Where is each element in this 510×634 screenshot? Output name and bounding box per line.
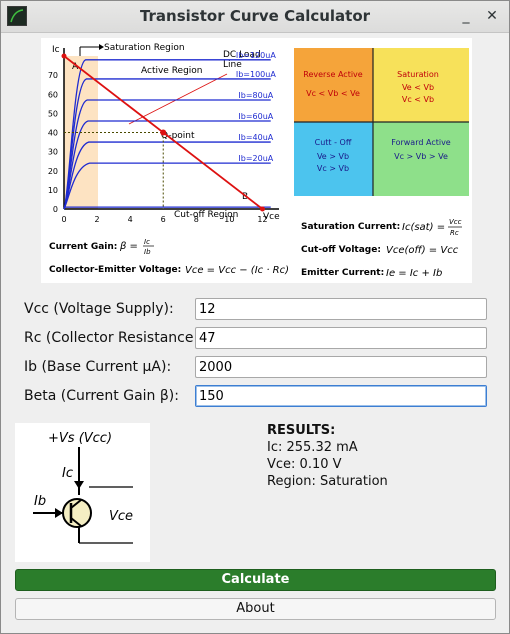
vs-label: +Vs (Vcc) — [48, 431, 112, 446]
beta-label: Beta (Current Gain β): — [24, 388, 179, 404]
ib-curve — [63, 162, 271, 210]
x-tick-label: 12 — [257, 215, 267, 224]
ib-curve-label: Ib=100uA — [236, 70, 276, 79]
cutoff-region-label: Cut-off Region — [174, 210, 238, 220]
ib-curve-label: Ib=80uA — [238, 91, 273, 100]
y-axis-label: Ic — [52, 45, 60, 55]
result-ic: Ic: 255.32 mA — [267, 440, 358, 455]
point-b-label: B — [242, 192, 248, 202]
q-point-label: Q-point — [161, 131, 195, 141]
vce-formula-label: Collector-Emitter Voltage: — [49, 265, 181, 275]
saturation-region-label: Saturation Region — [104, 43, 185, 53]
ib-curves: Ib=120uA Ib=100uA Ib=80uA Ib=60uA Ib=40uA Ib=… — [63, 51, 276, 210]
y-tick-label: 10 — [48, 186, 58, 195]
current-gain-den: Ib — [144, 248, 151, 256]
rc-input[interactable] — [195, 327, 487, 349]
ib-curve-label: Ib=40uA — [238, 133, 273, 142]
about-button[interactable]: About — [15, 598, 496, 620]
results-heading: RESULTS: — [267, 423, 336, 438]
cutoff-cond-1: Ve > Vb — [317, 152, 349, 161]
ib-curve-label: Ib=120uA — [236, 51, 276, 60]
ib-label: Ib (Base Current μA): — [24, 359, 172, 375]
vcc-label: Vcc (Voltage Supply): — [24, 301, 174, 317]
saturation-cond-2: Vc < Vb — [402, 95, 434, 104]
current-gain-num: Ic — [144, 238, 150, 246]
quadrant-reverse-active — [294, 48, 373, 122]
reverse-active-title: Reverse Active — [303, 70, 363, 79]
close-icon[interactable]: ✕ — [486, 8, 498, 24]
ib-input[interactable] — [195, 356, 487, 378]
calculate-button[interactable]: Calculate — [15, 569, 496, 591]
x-tick-label: 8 — [194, 215, 199, 224]
beta-input[interactable] — [195, 385, 487, 407]
transistor-circuit-diagram: +Vs (Vcc) Ic Ib Vce — [15, 423, 150, 562]
active-region-label: Active Region — [141, 66, 203, 76]
cutoff-voltage-expr: Vce(off) = Vcc — [386, 245, 459, 256]
saturation-current-den: Rc — [450, 229, 459, 237]
point-a-marker — [61, 53, 67, 59]
rc-label: Rc (Collector Resistance Ω): — [24, 330, 219, 346]
ib-label-circuit: Ib — [34, 494, 46, 509]
vcc-input[interactable] — [195, 298, 487, 320]
cutoff-title: Cutt - Off — [315, 138, 352, 147]
ib-curve-label: Ib=60uA — [238, 112, 273, 121]
saturation-current-label: Saturation Current: — [301, 222, 400, 232]
app-icon — [7, 6, 27, 26]
emitter-current-expr: Ie = Ic + Ib — [386, 268, 442, 279]
load-line-group — [61, 53, 265, 212]
y-tick-label: 60 — [48, 90, 58, 99]
ic-label: Ic — [62, 466, 73, 481]
quadrant-forward-active — [373, 122, 469, 196]
cutoff-cond-2: Vc > Vb — [317, 164, 349, 173]
window-title: Transistor Curve Calculator — [139, 7, 371, 25]
quadrant-cutoff — [294, 122, 373, 196]
reverse-active-cond: Vc < Vb < Ve — [306, 89, 360, 98]
vce-label-circuit: Vce — [109, 509, 133, 524]
saturation-current-num: Vcc — [449, 218, 462, 226]
y-tick-label: 40 — [48, 129, 58, 138]
result-vce: Vce: 0.10 V — [267, 457, 342, 472]
current-gain-lhs: β = — [119, 241, 138, 252]
y-tick-label: 70 — [48, 71, 58, 80]
dc-load-line-label-2: Line — [223, 60, 242, 70]
result-region: Region: Saturation — [267, 474, 388, 489]
x-tick-label: 6 — [161, 215, 166, 224]
current-gain-label: Current Gain: — [49, 242, 117, 252]
forward-active-title: Forward Active — [391, 138, 451, 147]
y-tick-label: 30 — [48, 148, 58, 157]
vce-formula-expr: Vce = Vcc − (Ic · Rc) — [185, 265, 289, 276]
saturation-cond-1: Ve < Vb — [402, 83, 434, 92]
dc-load-line-label: DC Load Line — [223, 50, 261, 70]
y-tick-label: 50 — [48, 109, 58, 118]
q-point-marker — [160, 129, 167, 136]
point-b-marker — [259, 206, 265, 212]
minimize-icon[interactable]: _ — [462, 8, 470, 24]
title-bar: Transistor Curve Calculator _ ✕ — [1, 1, 509, 33]
dc-load-line-pointer — [128, 73, 228, 125]
dc-load-line-label-1: DC Load — [223, 50, 261, 60]
forward-active-cond: Vc > Vb > Ve — [394, 152, 448, 161]
x-tick-label: 4 — [128, 215, 133, 224]
chart-ticks: 0 2 4 6 8 10 12 0 10 20 30 40 50 60 70 — [48, 71, 268, 224]
cutoff-voltage-label: Cut-off Voltage: — [301, 245, 381, 255]
saturation-title: Saturation — [397, 70, 439, 79]
transistor-reference-figure: Ic Vce Saturation Region Active Region D… — [41, 38, 472, 283]
y-tick-label: 20 — [48, 167, 58, 176]
saturation-current-lhs: Ic(sat) = — [402, 222, 445, 233]
emitter-current-label: Emitter Current: — [301, 268, 384, 278]
quadrant-saturation — [373, 48, 469, 122]
ib-curve-label: Ib=20uA — [238, 154, 273, 163]
x-tick-label: 0 — [61, 215, 66, 224]
x-tick-label: 2 — [95, 215, 100, 224]
point-a-label: A — [72, 62, 79, 72]
y-tick-label: 0 — [53, 205, 58, 214]
x-tick-label: 10 — [224, 215, 234, 224]
x-axis-label: Vce — [263, 212, 280, 222]
